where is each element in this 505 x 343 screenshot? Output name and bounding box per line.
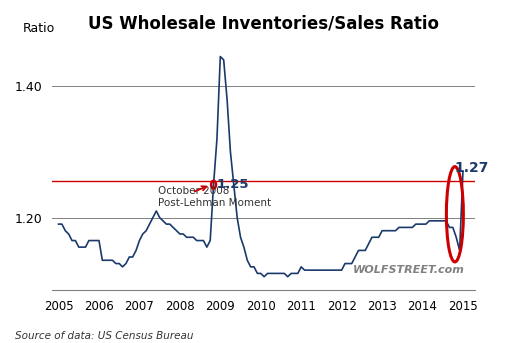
Text: October 2008
Post-Lehman Moment: October 2008 Post-Lehman Moment (158, 186, 271, 208)
Text: WOLFSTREET.com: WOLFSTREET.com (352, 265, 465, 275)
Text: 1.25: 1.25 (216, 178, 249, 191)
Text: 1.27: 1.27 (454, 161, 488, 175)
Title: US Wholesale Inventories/Sales Ratio: US Wholesale Inventories/Sales Ratio (88, 15, 439, 33)
Text: Ratio: Ratio (23, 22, 55, 35)
Text: Source of data: US Census Bureau: Source of data: US Census Bureau (15, 331, 193, 341)
